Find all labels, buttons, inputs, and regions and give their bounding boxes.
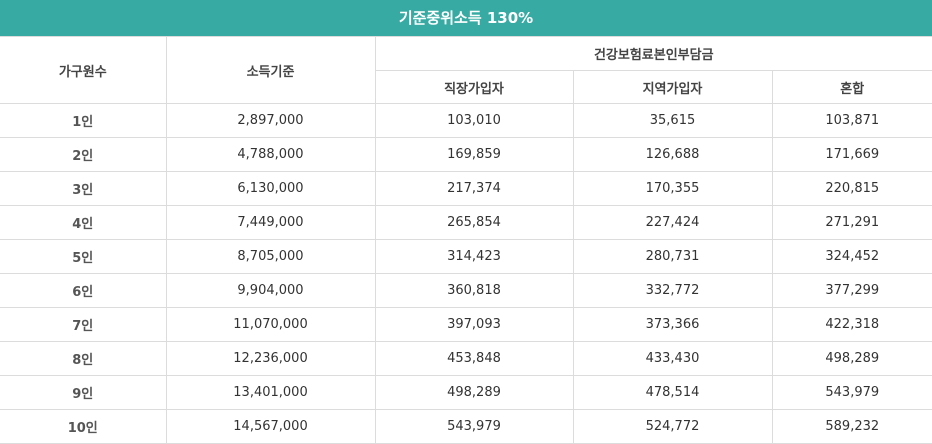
cell-income: 2,897,000 xyxy=(165,103,376,138)
cell-household-size: 5인 xyxy=(0,239,167,274)
cell-employee: 103,010 xyxy=(374,103,574,138)
cell-regional: 433,430 xyxy=(572,341,773,376)
cell-mixed: 589,232 xyxy=(771,409,932,444)
cell-income: 11,070,000 xyxy=(165,307,376,342)
table-row: 4인 7,449,000 265,854 227,424 271,291 xyxy=(0,205,932,240)
table-title: 기준중위소득 130% xyxy=(0,0,932,36)
cell-mixed: 103,871 xyxy=(771,103,932,138)
table-row: 6인 9,904,000 360,818 332,772 377,299 xyxy=(0,273,932,308)
cell-regional: 35,615 xyxy=(572,103,773,138)
table-row: 10인 14,567,000 543,979 524,772 589,232 xyxy=(0,409,932,444)
income-table: 가구원수 소득기준 건강보험료본인부담금 직장가입자 지역가입자 혼합 1인 2,… xyxy=(0,36,932,444)
table-body: 1인 2,897,000 103,010 35,615 103,871 2인 4,788,0… xyxy=(0,103,932,444)
table-row: 2인 4,788,000 169,859 126,688 171,669 xyxy=(0,137,932,172)
cell-employee: 169,859 xyxy=(374,137,574,172)
cell-employee: 217,374 xyxy=(374,171,574,206)
cell-income: 8,705,000 xyxy=(165,239,376,274)
cell-household-size: 4인 xyxy=(0,205,167,240)
cell-employee: 543,979 xyxy=(374,409,574,444)
cell-regional: 170,355 xyxy=(572,171,773,206)
cell-employee: 360,818 xyxy=(374,273,574,308)
table-row: 7인 11,070,000 397,093 373,366 422,318 xyxy=(0,307,932,342)
cell-income: 14,567,000 xyxy=(165,409,376,444)
header-employee: 직장가입자 xyxy=(375,70,574,104)
cell-mixed: 220,815 xyxy=(771,171,932,206)
cell-mixed: 271,291 xyxy=(771,205,932,240)
cell-income: 4,788,000 xyxy=(165,137,376,172)
cell-income: 6,130,000 xyxy=(165,171,376,206)
cell-household-size: 10인 xyxy=(0,409,167,444)
table-row: 1인 2,897,000 103,010 35,615 103,871 xyxy=(0,103,932,138)
table-row: 3인 6,130,000 217,374 170,355 220,815 xyxy=(0,171,932,206)
table-row: 8인 12,236,000 453,848 433,430 498,289 xyxy=(0,341,932,376)
cell-regional: 126,688 xyxy=(572,137,773,172)
cell-employee: 314,423 xyxy=(374,239,574,274)
table-row: 9인 13,401,000 498,289 478,514 543,979 xyxy=(0,375,932,410)
cell-mixed: 498,289 xyxy=(771,341,932,376)
header-row-1: 가구원수 소득기준 건강보험료본인부담금 xyxy=(0,36,932,104)
cell-income: 12,236,000 xyxy=(165,341,376,376)
cell-regional: 227,424 xyxy=(572,205,773,240)
cell-regional: 332,772 xyxy=(572,273,773,308)
cell-mixed: 543,979 xyxy=(771,375,932,410)
cell-income: 9,904,000 xyxy=(165,273,376,308)
cell-regional: 478,514 xyxy=(572,375,773,410)
cell-employee: 453,848 xyxy=(374,341,574,376)
header-regional: 지역가입자 xyxy=(572,70,773,104)
cell-household-size: 2인 xyxy=(0,137,167,172)
cell-household-size: 7인 xyxy=(0,307,167,342)
cell-household-size: 8인 xyxy=(0,341,167,376)
cell-mixed: 377,299 xyxy=(771,273,932,308)
cell-regional: 373,366 xyxy=(572,307,773,342)
cell-mixed: 422,318 xyxy=(771,307,932,342)
cell-employee: 397,093 xyxy=(374,307,574,342)
cell-household-size: 3인 xyxy=(0,171,167,206)
header-income: 소득기준 xyxy=(165,36,376,104)
cell-employee: 265,854 xyxy=(374,205,574,240)
cell-employee: 498,289 xyxy=(374,375,574,410)
header-household: 가구원수 xyxy=(0,36,167,104)
cell-household-size: 9인 xyxy=(0,375,167,410)
cell-income: 13,401,000 xyxy=(165,375,376,410)
cell-household-size: 6인 xyxy=(0,273,167,308)
cell-mixed: 171,669 xyxy=(771,137,932,172)
table-row: 5인 8,705,000 314,423 280,731 324,452 xyxy=(0,239,932,274)
cell-regional: 524,772 xyxy=(572,409,773,444)
cell-regional: 280,731 xyxy=(572,239,773,274)
cell-mixed: 324,452 xyxy=(771,239,932,274)
cell-household-size: 1인 xyxy=(0,103,167,138)
header-insurance-group: 건강보험료본인부담금 xyxy=(374,36,932,71)
cell-income: 7,449,000 xyxy=(165,205,376,240)
header-mixed: 혼합 xyxy=(771,70,932,104)
